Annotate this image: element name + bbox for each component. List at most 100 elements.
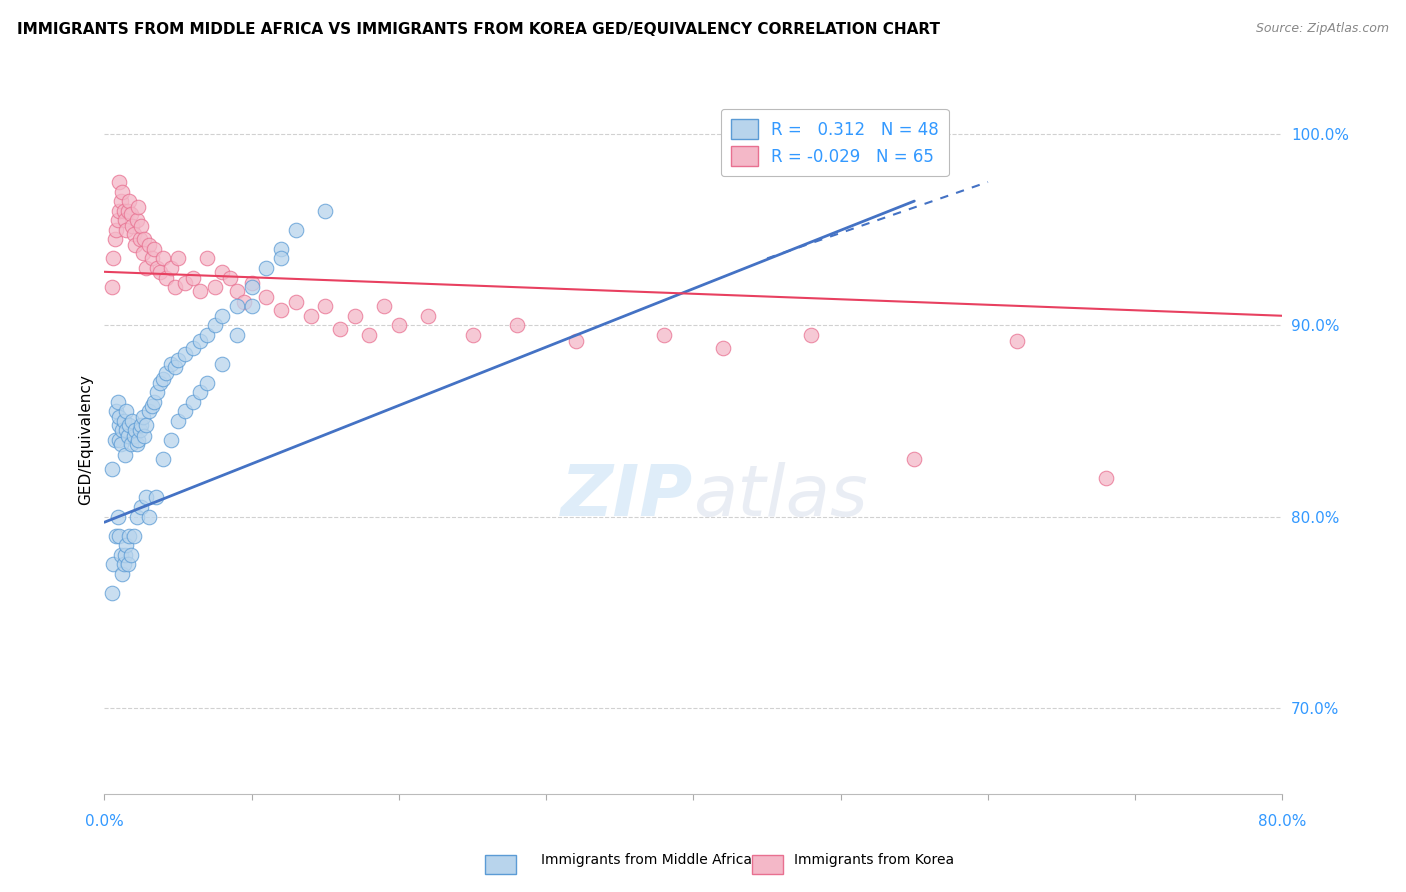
Point xyxy=(181,341,204,355)
Point xyxy=(117,558,139,572)
Point xyxy=(108,203,131,218)
Point xyxy=(461,327,484,342)
Point xyxy=(135,260,157,275)
Point xyxy=(131,245,153,260)
Point xyxy=(152,452,174,467)
Point xyxy=(112,414,135,428)
Point xyxy=(506,318,529,333)
Point xyxy=(159,260,181,275)
Point xyxy=(167,414,190,428)
Point xyxy=(100,461,122,475)
Point xyxy=(1094,471,1116,485)
Point xyxy=(143,394,166,409)
Point xyxy=(181,270,204,285)
Point xyxy=(108,433,131,447)
Point xyxy=(388,318,411,333)
Point xyxy=(108,175,131,189)
Point xyxy=(174,404,197,418)
Point xyxy=(131,410,153,425)
Point xyxy=(141,252,163,266)
Point xyxy=(233,295,256,310)
Point xyxy=(159,433,181,447)
Point xyxy=(149,265,172,279)
Point xyxy=(149,376,172,390)
Point xyxy=(125,213,148,227)
Point xyxy=(800,327,823,342)
Point xyxy=(129,500,152,514)
Point xyxy=(118,528,141,542)
Point xyxy=(284,223,307,237)
Point xyxy=(120,207,142,221)
Point xyxy=(114,548,136,562)
Point xyxy=(121,219,143,233)
Point xyxy=(105,528,128,542)
Point xyxy=(134,429,156,443)
Point xyxy=(174,277,197,291)
Point xyxy=(110,194,132,208)
Point xyxy=(418,309,440,323)
Point xyxy=(115,223,138,237)
Point xyxy=(314,203,336,218)
Point xyxy=(104,433,127,447)
Point xyxy=(108,528,131,542)
Point xyxy=(254,260,277,275)
Point xyxy=(240,299,263,313)
Text: Immigrants from Korea: Immigrants from Korea xyxy=(794,853,955,867)
Point xyxy=(141,399,163,413)
Point xyxy=(204,318,226,333)
Text: 0.0%: 0.0% xyxy=(84,814,124,829)
Point xyxy=(270,303,292,318)
Point xyxy=(135,491,157,505)
Point xyxy=(146,385,169,400)
Point xyxy=(100,586,122,600)
Point xyxy=(226,327,249,342)
Point xyxy=(145,491,167,505)
Point xyxy=(129,417,152,432)
Point xyxy=(118,417,141,432)
Point xyxy=(188,334,211,348)
Point xyxy=(299,309,322,323)
Text: 80.0%: 80.0% xyxy=(1258,814,1306,829)
Point xyxy=(103,558,125,572)
Point xyxy=(125,509,148,524)
Point xyxy=(122,429,145,443)
Point xyxy=(314,299,336,313)
Point xyxy=(134,232,156,246)
Point xyxy=(167,252,190,266)
Point xyxy=(111,185,134,199)
Point xyxy=(152,252,174,266)
Point xyxy=(118,194,141,208)
Point xyxy=(135,417,157,432)
Point xyxy=(105,223,128,237)
Point xyxy=(107,213,129,227)
Point xyxy=(117,203,139,218)
Point xyxy=(129,219,152,233)
Point xyxy=(188,284,211,298)
Point xyxy=(197,327,219,342)
Text: Source: ZipAtlas.com: Source: ZipAtlas.com xyxy=(1256,22,1389,36)
Point xyxy=(124,238,146,252)
Point xyxy=(114,448,136,462)
Point xyxy=(127,433,149,447)
Point xyxy=(197,376,219,390)
Point xyxy=(165,280,187,294)
Point xyxy=(903,452,925,467)
Point xyxy=(270,242,292,256)
Point xyxy=(218,270,240,285)
Point xyxy=(108,410,131,425)
Point xyxy=(138,238,160,252)
Legend: R =   0.312   N = 48, R = -0.029   N = 65: R = 0.312 N = 48, R = -0.029 N = 65 xyxy=(721,109,949,177)
Point xyxy=(155,366,177,380)
Point xyxy=(125,437,148,451)
Text: Immigrants from Middle Africa: Immigrants from Middle Africa xyxy=(541,853,752,867)
Point xyxy=(115,424,138,438)
Point xyxy=(124,424,146,438)
Point xyxy=(159,357,181,371)
Point xyxy=(128,232,150,246)
Point xyxy=(110,548,132,562)
Point xyxy=(167,352,190,367)
Point xyxy=(211,265,233,279)
Point xyxy=(254,290,277,304)
Text: ZIP: ZIP xyxy=(561,462,693,531)
Point xyxy=(181,394,204,409)
